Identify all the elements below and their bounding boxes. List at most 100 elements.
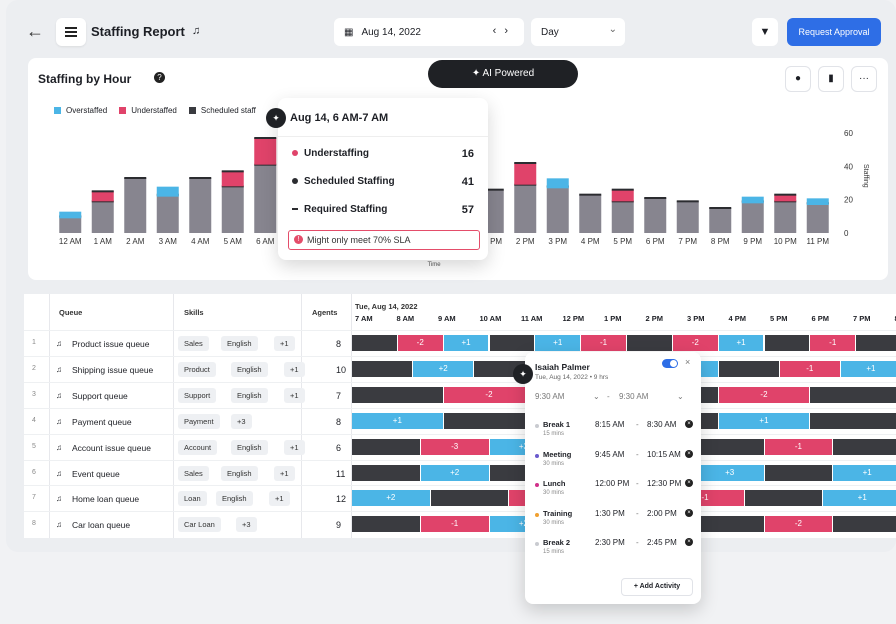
timeline-segment[interactable]: -2 (397, 335, 443, 351)
shift-start[interactable]: 9:30 AM (535, 392, 565, 401)
remove-icon[interactable]: × (685, 420, 693, 428)
lightbulb-button[interactable]: ● (785, 66, 811, 92)
timeline-segment[interactable]: -2 (443, 386, 535, 403)
bar-chart-button[interactable]: ▮ (818, 66, 844, 92)
understaffed-bar (774, 194, 797, 202)
timeline-segment[interactable]: +1 (718, 412, 810, 429)
timeline-segment[interactable]: -2 (764, 516, 833, 533)
timeline-segment[interactable]: -1 (779, 360, 840, 377)
timeline-segment[interactable]: +1 (833, 464, 896, 481)
timeline-segment[interactable] (810, 386, 896, 403)
timeline-segment[interactable] (352, 335, 397, 351)
shift-toggle[interactable] (662, 359, 678, 368)
close-icon[interactable]: × (685, 357, 691, 367)
activity-row[interactable]: Training 30 mins 1:30 PM -2:00 PM × (535, 508, 693, 537)
table-row[interactable]: 5 ♫ Account issue queue 6 Account English +1 -3… (24, 433, 896, 460)
timeline-segment[interactable]: -1 (420, 516, 489, 533)
remove-icon[interactable]: × (685, 508, 693, 517)
timeline-segment[interactable]: -3 (420, 438, 489, 455)
hour-label: 4 PM (728, 314, 747, 323)
activity-end[interactable]: 8:30 AM (647, 420, 677, 429)
activity-row[interactable]: Meeting 30 mins 9:45 AM -10:15 AM × (535, 449, 693, 478)
skill-chip: Car Loan (178, 517, 221, 533)
timeline-segment[interactable] (489, 335, 535, 351)
activity-row[interactable]: Lunch 30 mins 12:00 PM -12:30 PM × (535, 479, 693, 507)
activity-start[interactable]: 9:45 AM (595, 449, 625, 459)
activity-start[interactable]: 1:30 PM (595, 508, 625, 518)
activity-end[interactable]: 12:30 PM (647, 479, 682, 488)
date-nav[interactable]: ‹› (492, 25, 516, 37)
activity-duration: 30 mins (543, 460, 565, 467)
timeline-segment[interactable] (833, 516, 896, 533)
timeline-segment[interactable] (430, 490, 509, 507)
menu-button[interactable] (56, 18, 86, 46)
scheduled-bar (156, 194, 179, 233)
activity-row[interactable]: Break 1 15 mins 8:15 AM -8:30 AM × (535, 420, 693, 448)
timeline-segment[interactable]: -1 (581, 335, 626, 351)
timeline-segment[interactable]: +2 (352, 490, 430, 507)
timeline-segment[interactable]: +2 (413, 360, 474, 377)
timeline-segment[interactable] (352, 386, 443, 403)
queue-name: Account issue queue (72, 442, 151, 453)
timeline-segment[interactable] (810, 412, 896, 429)
help-icon[interactable]: ? (154, 72, 165, 83)
timeline-segment[interactable]: -1 (764, 438, 833, 455)
chevron-down-icon: ⌄ (677, 392, 684, 401)
activity-start[interactable]: 2:30 PM (595, 538, 625, 547)
scheduled-bar (514, 184, 537, 233)
remove-icon[interactable]: × (685, 449, 693, 458)
timeline-segment[interactable] (764, 335, 810, 351)
timeline-segment[interactable]: +1 (718, 335, 764, 351)
remove-icon[interactable]: × (685, 479, 693, 487)
timeline-segment[interactable]: +3 (695, 464, 764, 481)
table-row[interactable]: 2 ♫ Shipping issue queue 10 Product English +1… (24, 355, 896, 382)
timeline-segment[interactable]: +2 (420, 464, 489, 481)
view-select[interactable]: Day ⌄ (531, 18, 625, 46)
timeline-segment[interactable] (764, 464, 833, 481)
shift-time-range: 9:30 AM ⌄ - 9:30 AM ⌄ (535, 392, 684, 401)
skill-chip: +1 (284, 361, 305, 377)
shift-end[interactable]: 9:30 AM (619, 392, 649, 401)
timeline-segment[interactable]: +1 (443, 335, 489, 351)
timeline-segment[interactable] (627, 335, 672, 351)
timeline-segment[interactable]: -2 (672, 335, 718, 351)
timeline-segment[interactable] (352, 438, 420, 455)
timeline-segment[interactable] (718, 360, 779, 377)
table-row[interactable]: 1 ♫ Product issue queue 8 Sales English +1 -2 +1… (24, 330, 896, 356)
timeline-segment[interactable] (695, 516, 764, 533)
activity-start[interactable]: 8:15 AM (595, 420, 625, 429)
activity-end[interactable]: 2:45 PM (647, 538, 677, 547)
timeline-segment[interactable] (352, 360, 413, 377)
timeline-segment[interactable] (352, 516, 420, 533)
timeline-segment[interactable] (443, 412, 535, 429)
timeline-segment[interactable] (856, 335, 896, 351)
filter-button[interactable]: ▼ (752, 18, 778, 46)
timeline-segment[interactable] (744, 490, 823, 507)
timeline-segment[interactable]: -2 (718, 386, 810, 403)
activity-start[interactable]: 12:00 PM (595, 479, 630, 488)
ai-powered-badge[interactable]: ✦ AI Powered (428, 60, 578, 88)
timeline-segment[interactable]: +1 (535, 335, 581, 351)
timeline-segment[interactable] (352, 464, 420, 481)
activity-end[interactable]: 2:00 PM (647, 508, 677, 518)
chevron-down-icon: ⌄ (608, 24, 617, 35)
more-button[interactable]: ··· (851, 66, 877, 92)
timeline-segment[interactable]: -1 (810, 335, 856, 351)
timeline-segment[interactable]: +1 (840, 360, 896, 377)
activity-end[interactable]: 10:15 AM (647, 449, 681, 459)
add-activity-button[interactable]: + Add Activity (621, 578, 693, 596)
remove-icon[interactable]: × (685, 538, 693, 546)
timeline-segment[interactable] (695, 438, 764, 455)
back-arrow-icon[interactable]: ← (26, 21, 44, 41)
date-picker[interactable]: ▦ Aug 14, 2022 ‹› (334, 18, 524, 46)
timeline-segment[interactable]: +1 (352, 412, 443, 429)
timeline-segment[interactable] (833, 438, 896, 455)
request-approval-button[interactable]: Request Approval (787, 18, 881, 46)
timeline-segment[interactable]: +1 (823, 490, 896, 507)
activity-row[interactable]: Break 2 15 mins 2:30 PM -2:45 PM × (535, 538, 693, 566)
